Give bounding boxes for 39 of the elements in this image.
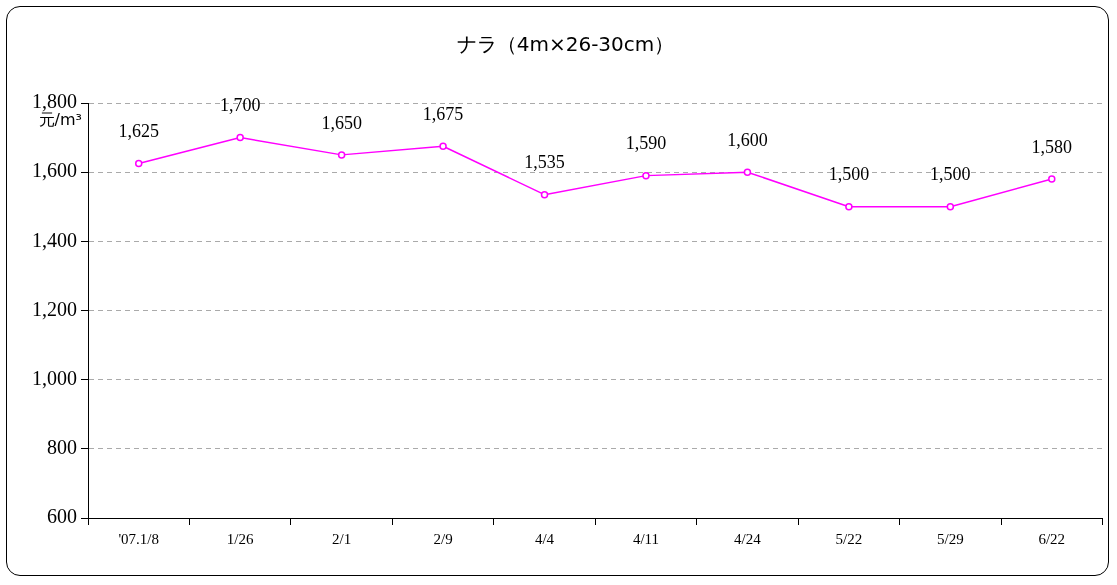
data-label: 1,600 <box>727 129 768 150</box>
y-tick-label: 1,800 <box>32 90 77 113</box>
point <box>236 133 244 142</box>
y-tick-label: 1,200 <box>32 297 77 320</box>
y-axis-title: 元/m³ <box>38 110 82 130</box>
data-label: 1,700 <box>219 95 261 116</box>
x-tick-label: 5/29 <box>936 530 964 547</box>
y-tick-label: 800 <box>47 436 77 459</box>
x-tick-label: 5/22 <box>835 530 863 547</box>
point <box>1048 175 1056 183</box>
x-tick-label: 4/24 <box>734 530 762 547</box>
x-tick-label: 4/4 <box>534 530 555 547</box>
x-tick-label: 2/9 <box>433 530 453 547</box>
data-label: 1,590 <box>625 133 667 154</box>
data-label: 1,580 <box>1031 136 1073 157</box>
x-tick-label: 4/11 <box>632 530 660 547</box>
x-tick-label: 6/22 <box>1038 530 1066 547</box>
point <box>845 203 853 211</box>
data-label: 1,650 <box>321 112 362 133</box>
data-label: 1,500 <box>828 164 870 185</box>
point <box>337 151 346 159</box>
data-label: 1,675 <box>422 103 464 124</box>
point <box>743 168 752 176</box>
x-tick-label: 2/1 <box>332 530 352 547</box>
x-tick-label: '07.1/8 <box>118 530 160 547</box>
data-label: 1,625 <box>118 121 159 142</box>
chart-title: ナラ（4m×26-30cm） <box>456 32 675 57</box>
data-label: 1,535 <box>524 152 565 173</box>
y-tick-label: 600 <box>47 505 77 528</box>
point <box>946 203 955 211</box>
x-tick-label: 1/26 <box>226 530 255 547</box>
point <box>439 142 447 150</box>
point <box>134 159 143 168</box>
data-label: 1,500 <box>930 164 971 185</box>
y-tick-label: 1,400 <box>32 228 77 251</box>
point <box>540 190 549 199</box>
y-tick-label: 1,000 <box>32 366 77 389</box>
y-tick-label: 1,600 <box>32 159 77 182</box>
point <box>642 171 650 180</box>
